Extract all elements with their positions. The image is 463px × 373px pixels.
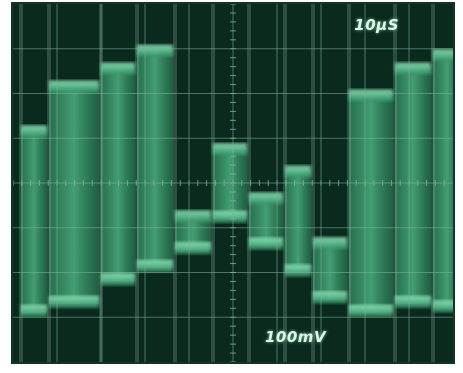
trace-high-band (49, 80, 99, 93)
trace-high-band (349, 89, 393, 102)
trace-low-band (285, 264, 311, 277)
trace-low-band (213, 210, 247, 223)
graticule (13, 4, 453, 362)
trace-low-band (313, 291, 347, 304)
trace-low-band (21, 304, 47, 317)
trace-high-band (21, 125, 47, 138)
trace-high-band (313, 237, 347, 250)
oscilloscope-screen: 10µS 100mV (11, 2, 455, 364)
trace-high-band (395, 62, 431, 75)
trace-low-band (137, 260, 173, 273)
trace-column (349, 93, 393, 313)
waveform-trace (19, 4, 453, 362)
trace-high-band (285, 165, 311, 178)
trace-high-band (137, 44, 173, 57)
trace-low-band (49, 295, 99, 308)
trace-high-band (213, 143, 247, 156)
trace-column (313, 241, 347, 300)
trace-high-band (101, 62, 135, 75)
volts-per-div-label: 100mV (265, 328, 327, 346)
trace-high-band (175, 210, 211, 223)
trace-column (101, 66, 135, 282)
trace-column (137, 48, 173, 269)
trace-high-band (249, 192, 283, 205)
oscilloscope-display (13, 4, 453, 362)
trace-column (285, 169, 311, 273)
trace-column (433, 53, 453, 309)
trace-low-band (101, 273, 135, 286)
trace-high-band (433, 49, 453, 62)
trace-low-band (433, 300, 453, 313)
trace-low-band (349, 304, 393, 317)
trace-low-band (395, 295, 431, 308)
trace-low-band (249, 237, 283, 250)
trace-column (21, 129, 47, 313)
timebase-label: 10µS (354, 16, 399, 34)
trace-column (395, 66, 431, 304)
trace-low-band (175, 242, 211, 255)
